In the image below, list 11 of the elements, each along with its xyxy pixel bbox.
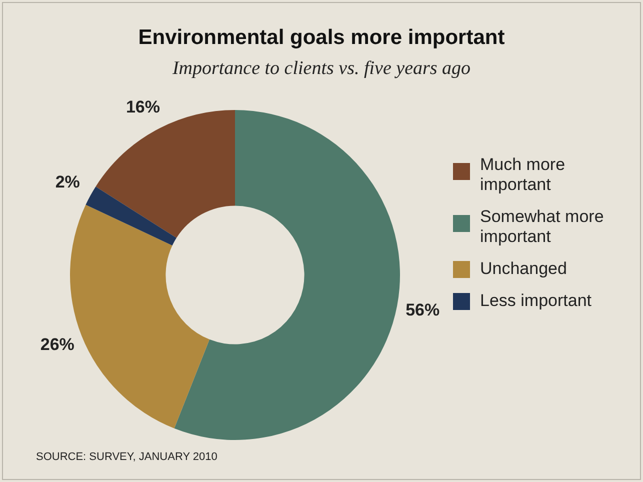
data-label: 56% — [406, 300, 440, 320]
data-label: 16% — [126, 97, 160, 116]
legend-label: Somewhat more important — [480, 207, 605, 247]
legend-label: Less important — [480, 291, 592, 311]
legend-label: Much more important — [480, 155, 566, 195]
data-label: 26% — [40, 335, 74, 354]
source-note: SOURCE: SURVEY, JANUARY 2010 — [36, 451, 218, 463]
chart-title: Environmental goals more important — [137, 26, 506, 50]
legend-label: Unchanged — [480, 259, 567, 279]
data-label: 2% — [55, 172, 80, 192]
chart-subtitle: Importance to clients vs. five years ago — [171, 58, 472, 80]
